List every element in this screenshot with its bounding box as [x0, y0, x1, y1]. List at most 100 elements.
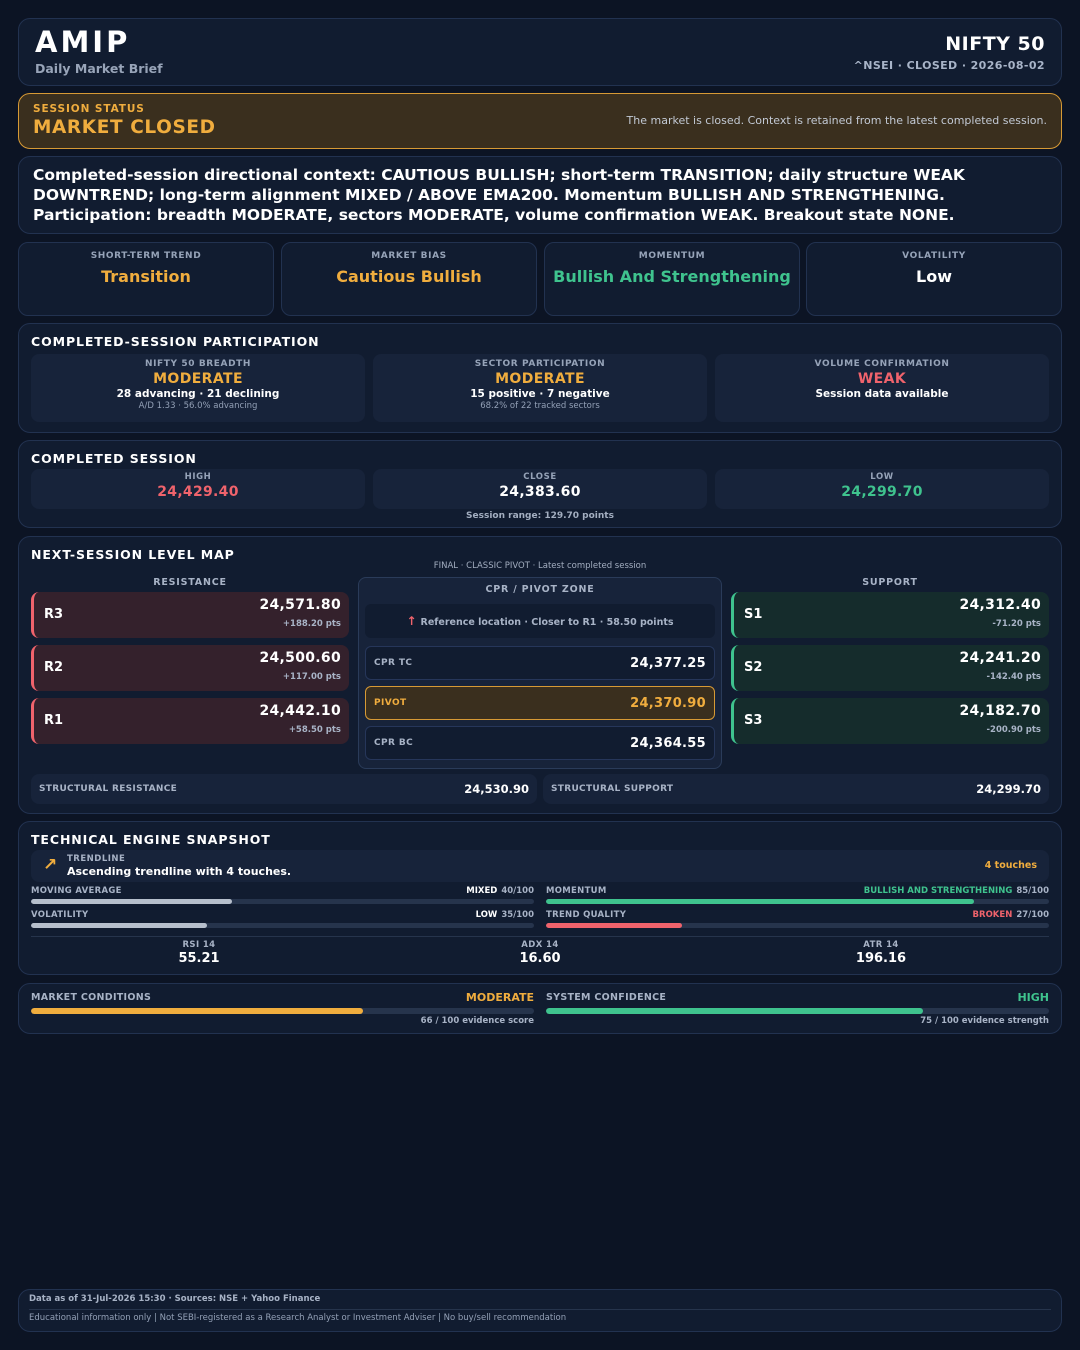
- structural-resistance: STRUCTURAL RESISTANCE 24,530.90: [31, 774, 537, 804]
- high-label: HIGH: [184, 472, 212, 482]
- metric-label: VOLATILITY: [902, 251, 966, 261]
- section-title: COMPLETED-SESSION PARTICIPATION: [31, 334, 320, 349]
- cpr-reference-location: ↑ Reference location · Closer to R1 · 58.…: [365, 604, 715, 638]
- section-title: TECHNICAL ENGINE SNAPSHOT: [31, 832, 271, 847]
- index-name: NIFTY 50: [945, 33, 1045, 55]
- level-value: 24,241.20: [959, 650, 1041, 666]
- level-map-card: NEXT-SESSION LEVEL MAP FINAL · CLASSIC P…: [18, 536, 1062, 814]
- metric-label: MARKET BIAS: [371, 251, 447, 261]
- metric-label: MOMENTUM: [638, 251, 706, 261]
- level-name: S1: [744, 607, 763, 622]
- level-distance: -71.20 pts: [992, 619, 1041, 629]
- meter-trend-quality: TREND QUALITY BROKEN 27/100: [546, 910, 1049, 932]
- low-label: LOW: [870, 472, 894, 482]
- cpr-reference-text: Reference location · Closer to R1 · 58.5…: [420, 617, 674, 628]
- metric-label: SHORT-TERM TREND: [90, 251, 202, 261]
- level-name: R3: [44, 607, 64, 622]
- session-status-value: MARKET CLOSED: [33, 117, 216, 138]
- structural-support: STRUCTURAL SUPPORT 24,299.70: [543, 774, 1049, 804]
- brand-subtitle: Daily Market Brief: [35, 61, 163, 76]
- meter-state: BROKEN: [972, 910, 1013, 920]
- pivot-label: PIVOT: [374, 698, 407, 708]
- divider: [31, 936, 1049, 937]
- session-high-card: HIGH 24,429.40: [31, 469, 365, 509]
- session-status-banner: SESSION STATUS MARKET CLOSED The market …: [18, 93, 1062, 149]
- structural-resistance-value: 24,530.90: [464, 782, 529, 796]
- meter-state: LOW: [475, 910, 498, 920]
- support-header: SUPPORT: [862, 577, 918, 588]
- trendline-description: Ascending trendline with 4 touches.: [67, 865, 292, 878]
- market-conditions: MARKET CONDITIONS MODERATE 66 / 100 evid…: [31, 991, 534, 1028]
- sector-participation-card: SECTOR PARTICIPATION MODERATE 15 positiv…: [373, 354, 707, 422]
- indicator-value: 16.60: [519, 951, 561, 966]
- pivot-row: PIVOT 24,370.90: [365, 686, 715, 720]
- technical-engine-card: TECHNICAL ENGINE SNAPSHOT ↗ TRENDLINE As…: [18, 821, 1062, 975]
- meter-fill: [31, 899, 233, 904]
- indicator-value: 55.21: [178, 951, 220, 966]
- breadth-detail: 28 advancing · 21 declining: [116, 388, 280, 400]
- structural-resistance-label: STRUCTURAL RESISTANCE: [39, 784, 178, 794]
- meter-score: 85/100: [1016, 886, 1049, 896]
- directional-context-card: Completed-session directional context: C…: [18, 156, 1062, 234]
- level-name: R1: [44, 713, 64, 728]
- meter-volatility: VOLATILITY LOW 35/100: [31, 910, 534, 932]
- sector-label: SECTOR PARTICIPATION: [474, 359, 606, 369]
- meter-fill: [546, 923, 682, 928]
- level-value: 24,571.80: [259, 597, 341, 613]
- system-confidence-label: SYSTEM CONFIDENCE: [546, 992, 667, 1003]
- metric-card-short-term-trend: SHORT-TERM TREND Transition: [18, 242, 274, 316]
- close-value: 24,383.60: [499, 484, 581, 500]
- cpr-bc-row: CPR BC 24,364.55: [365, 726, 715, 760]
- sector-sub: 68.2% of 22 tracked sectors: [480, 401, 600, 411]
- support-level-s1: S1 24,312.40 -71.20 pts: [731, 592, 1049, 638]
- meter-score: 27/100: [1016, 910, 1049, 920]
- trendline-label: TRENDLINE: [67, 854, 126, 864]
- index-meta: ^NSEI · CLOSED · 2026-08-02: [853, 59, 1045, 72]
- system-confidence-track: [546, 1008, 1049, 1014]
- structural-support-value: 24,299.70: [976, 782, 1041, 796]
- session-status-note: The market is closed. Context is retaine…: [626, 114, 1047, 127]
- volume-confirmation-card: VOLUME CONFIRMATION WEAK Session data av…: [715, 354, 1049, 422]
- metric-value: Transition: [101, 267, 191, 286]
- conditions-card: MARKET CONDITIONS MODERATE 66 / 100 evid…: [18, 983, 1062, 1034]
- meter-moving-average: MOVING AVERAGE MIXED 40/100: [31, 886, 534, 908]
- indicator-label: RSI 14: [182, 940, 216, 950]
- level-name: S3: [744, 713, 763, 728]
- level-distance: +188.20 pts: [282, 619, 341, 629]
- indicator-rsi: RSI 14 55.21: [29, 940, 369, 966]
- system-confidence-state: HIGH: [1017, 991, 1049, 1004]
- support-level-s3: S3 24,182.70 -200.90 pts: [731, 698, 1049, 744]
- cpr-pivot-zone: CPR / PIVOT ZONE ↑ Reference location · C…: [358, 577, 722, 769]
- market-conditions-track: [31, 1008, 534, 1014]
- meter-label: MOVING AVERAGE: [31, 886, 122, 896]
- indicator-label: ATR 14: [863, 940, 899, 950]
- breadth-card: NIFTY 50 BREADTH MODERATE 28 advancing ·…: [31, 354, 365, 422]
- brand-title: AMIP: [35, 25, 131, 59]
- meter-state: MIXED: [466, 886, 498, 896]
- cpr-tc-label: CPR TC: [374, 658, 413, 668]
- trendline-touches: 4 touches: [984, 860, 1037, 871]
- session-status-label: SESSION STATUS: [33, 103, 145, 115]
- level-value: 24,442.10: [259, 703, 341, 719]
- cpr-zone-header: CPR / PIVOT ZONE: [485, 584, 595, 595]
- system-confidence: SYSTEM CONFIDENCE HIGH 75 / 100 evidence…: [546, 991, 1049, 1028]
- section-title: COMPLETED SESSION: [31, 451, 197, 466]
- participation-card: COMPLETED-SESSION PARTICIPATION NIFTY 50…: [18, 323, 1062, 433]
- breadth-sub: A/D 1.33 · 56.0% advancing: [138, 401, 258, 411]
- meter-label: VOLATILITY: [31, 910, 89, 920]
- market-conditions-label: MARKET CONDITIONS: [31, 992, 152, 1003]
- meter-track: [31, 899, 534, 904]
- completed-session-card: COMPLETED SESSION HIGH 24,429.40 CLOSE 2…: [18, 440, 1062, 528]
- indicator-atr: ATR 14 196.16: [711, 940, 1051, 966]
- disclaimer: Educational information only | Not SEBI-…: [29, 1313, 567, 1323]
- level-value: 24,312.40: [959, 597, 1041, 613]
- sector-value: MODERATE: [495, 371, 585, 387]
- cpr-bc-value: 24,364.55: [630, 736, 706, 751]
- indicator-adx: ADX 14 16.60: [370, 940, 710, 966]
- level-value: 24,500.60: [259, 650, 341, 666]
- meter-state: BULLISH AND STRENGTHENING: [863, 886, 1013, 896]
- level-name: S2: [744, 660, 763, 675]
- system-confidence-footer: 75 / 100 evidence strength: [920, 1016, 1049, 1026]
- trendline-box: ↗ TRENDLINE Ascending trendline with 4 t…: [31, 850, 1049, 882]
- indicator-value: 196.16: [855, 951, 907, 966]
